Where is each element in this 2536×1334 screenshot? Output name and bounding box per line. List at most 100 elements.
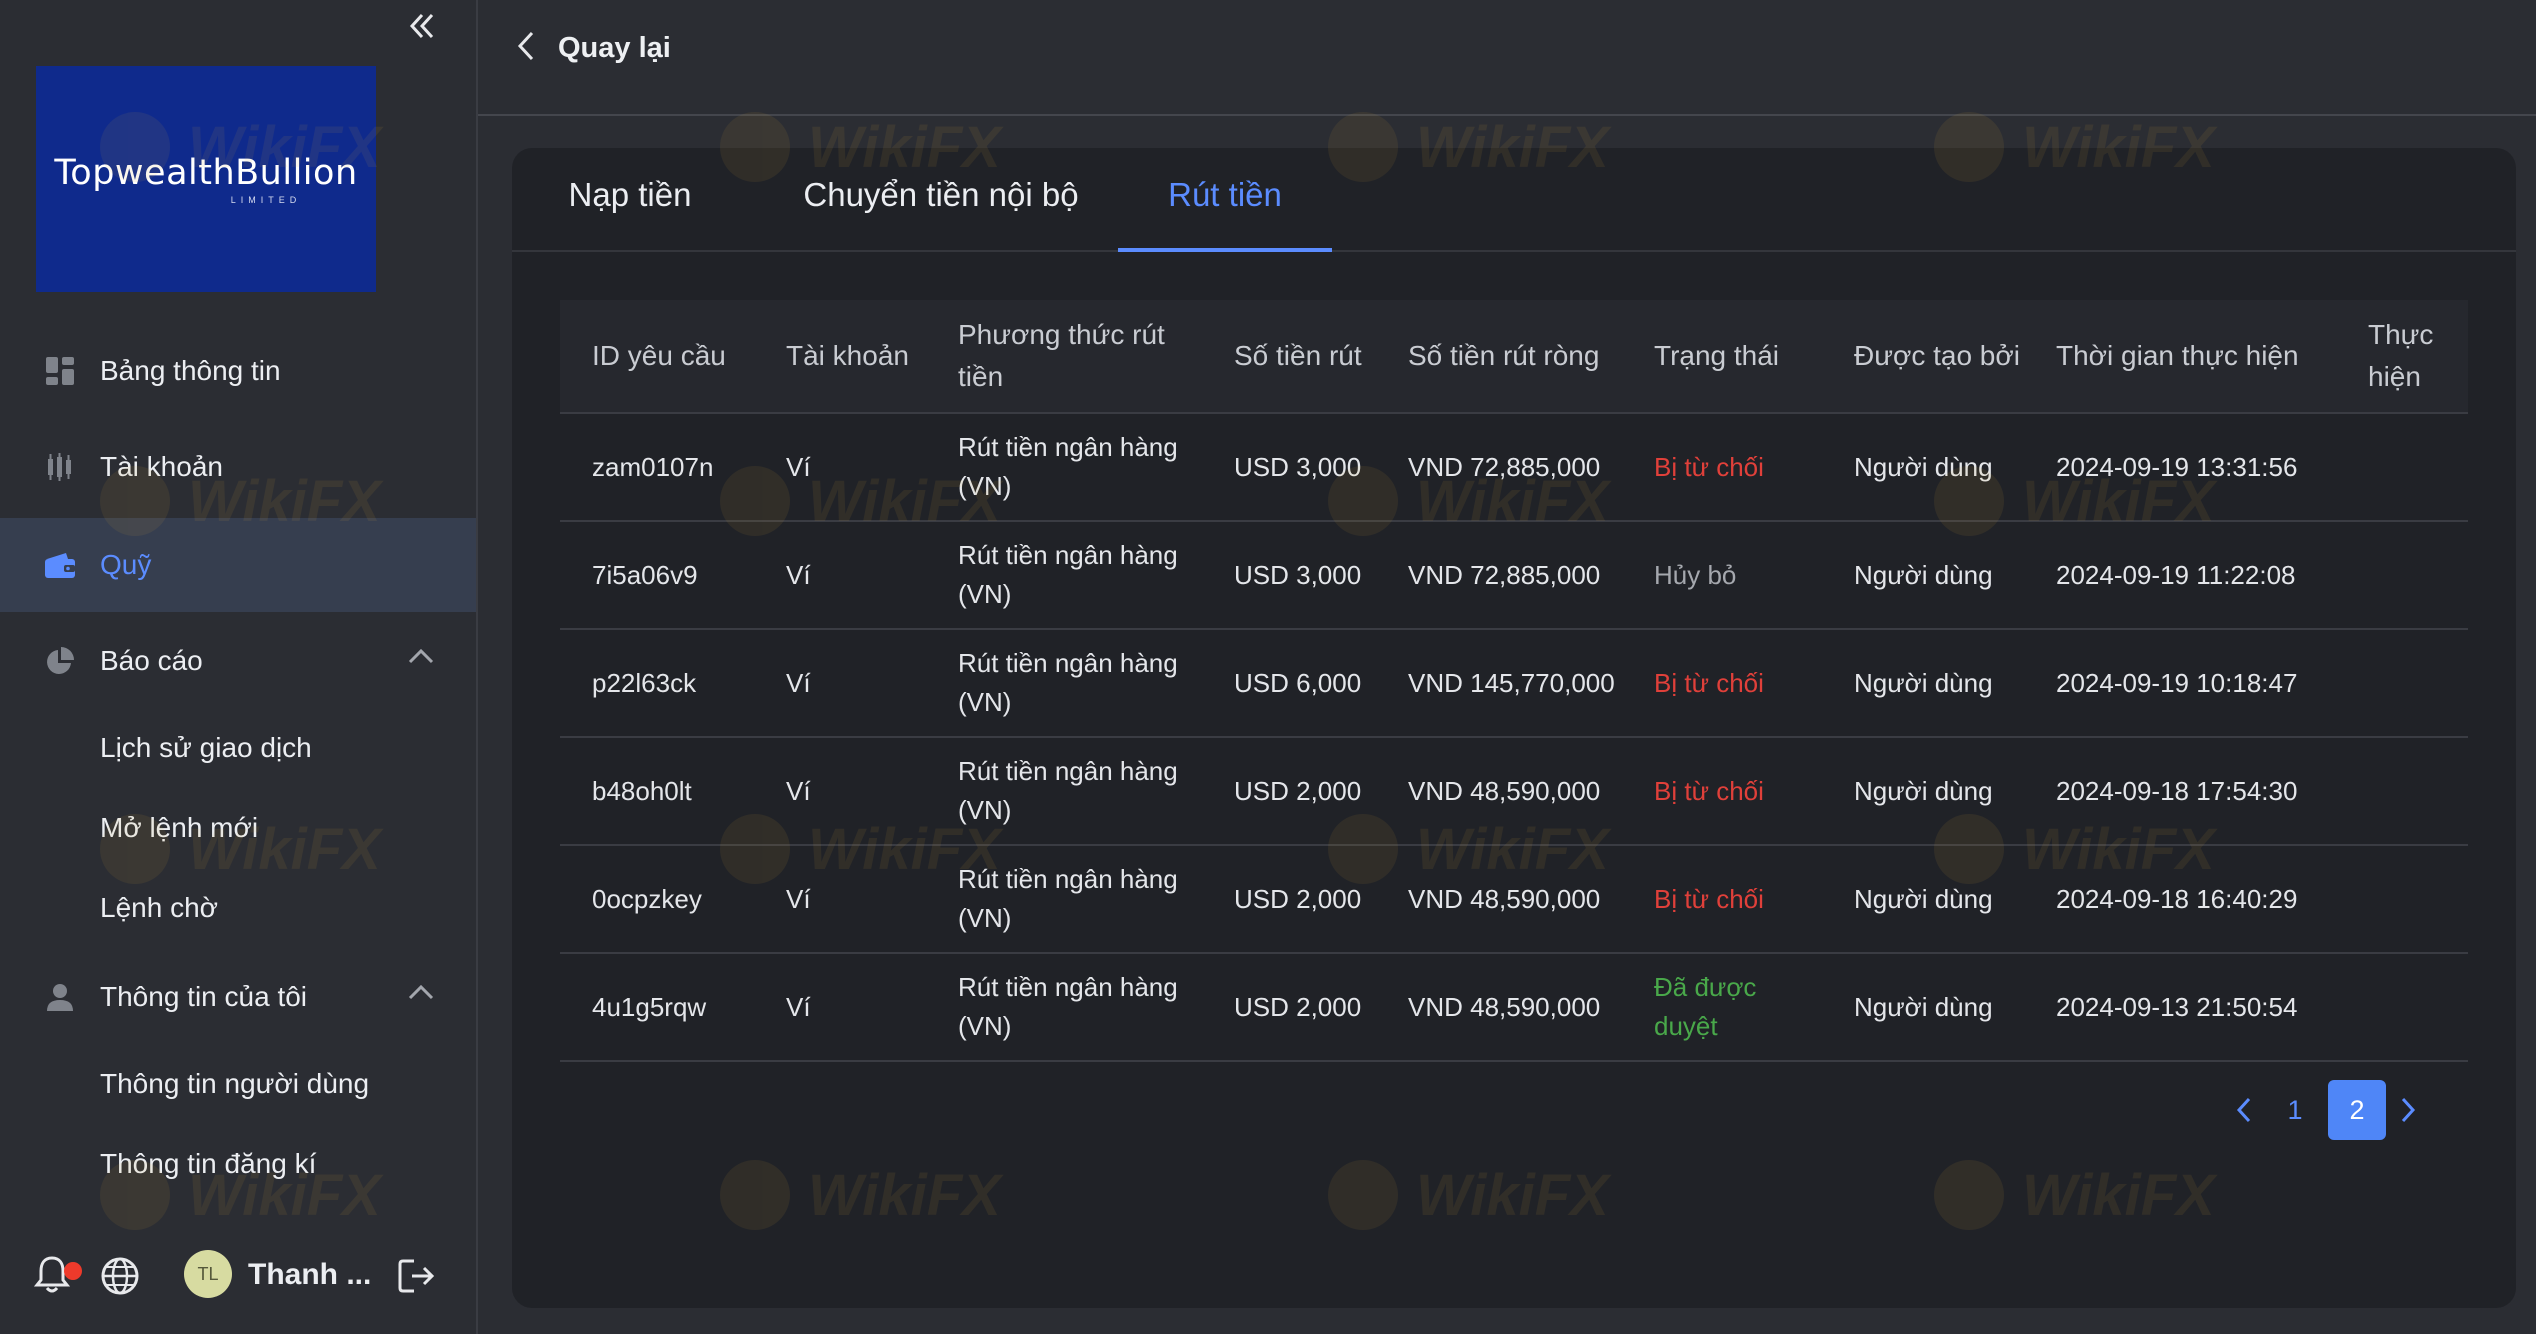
method-cell: Rút tiền ngân hàng (VN) xyxy=(926,413,1202,522)
created-by-cell: Người dùng xyxy=(1822,737,2024,846)
request-id-cell: 4u1g5rqw xyxy=(560,953,754,1062)
tab-bar: Nạp tiền Chuyển tiền nội bộ Rút tiền xyxy=(512,148,2516,252)
candlestick-icon xyxy=(44,451,76,483)
table-row[interactable]: zam0107n Ví Rút tiền ngân hàng (VN) USD 3,0… xyxy=(560,413,2468,522)
amount-cell: USD 3,000 xyxy=(1202,521,1376,630)
table-body: zam0107n Ví Rút tiền ngân hàng (VN) USD 3,0… xyxy=(560,413,2468,1062)
logo-text: TopwealthBullion xyxy=(54,153,358,193)
request-id-cell: b48oh0lt xyxy=(560,737,754,846)
tab-deposit[interactable]: Nạp tiền xyxy=(568,176,692,213)
request-id-cell: p22l63ck xyxy=(560,629,754,738)
sidebar-item-label: Bảng thông tin xyxy=(100,355,281,386)
sidebar-item-label: Thông tin của tôi xyxy=(100,981,308,1012)
pagination: 1 2 xyxy=(2224,1080,2428,1140)
sidebar-subitem-pending[interactable]: Lệnh chờ xyxy=(100,892,219,923)
sidebar-subitem-reg-info[interactable]: Thông tin đăng kí xyxy=(100,1148,317,1179)
sidebar-subitem-user-info[interactable]: Thông tin người dùng xyxy=(100,1068,370,1099)
avatar[interactable]: TL xyxy=(184,1250,232,1298)
sidebar-item-my-info[interactable]: Thông tin của tôi xyxy=(0,950,476,1044)
table-row[interactable]: p22l63ck Ví Rút tiền ngân hàng (VN) USD 6,0… xyxy=(560,629,2468,738)
action-cell xyxy=(2336,737,2468,846)
time-cell: 2024-09-19 11:22:08 xyxy=(2024,521,2336,630)
tab-internal-transfer[interactable]: Chuyển tiền nội bộ xyxy=(803,176,1079,213)
action-cell xyxy=(2336,953,2468,1062)
logo-subtext: LIMITED xyxy=(230,195,302,205)
time-cell: 2024-09-19 10:18:47 xyxy=(2024,629,2336,738)
net-amount-cell: VND 48,590,000 xyxy=(1376,845,1622,954)
column-header: Tài khoản xyxy=(754,300,926,414)
time-cell: 2024-09-18 16:40:29 xyxy=(2024,845,2336,954)
net-amount-cell: VND 145,770,000 xyxy=(1376,629,1622,738)
method-cell: Rút tiền ngân hàng (VN) xyxy=(926,953,1202,1062)
account-cell: Ví xyxy=(754,737,926,846)
sidebar-item-dashboard[interactable]: Bảng thông tin xyxy=(0,324,476,418)
table-row[interactable]: b48oh0lt Ví Rút tiền ngân hàng (VN) USD 2,0… xyxy=(560,737,2468,846)
user-name[interactable]: Thanh ... xyxy=(248,1258,372,1291)
sidebar-item-funds[interactable]: Quỹ xyxy=(0,518,476,612)
request-id-cell: 7i5a06v9 xyxy=(560,521,754,630)
method-cell: Rút tiền ngân hàng (VN) xyxy=(926,737,1202,846)
status-cell: Bị từ chối xyxy=(1622,845,1822,954)
action-cell xyxy=(2336,521,2468,630)
column-header: Trạng thái xyxy=(1622,300,1822,414)
status-cell: Bị từ chối xyxy=(1622,737,1822,846)
created-by-cell: Người dùng xyxy=(1822,845,2024,954)
user-icon xyxy=(44,981,76,1013)
wallet-icon xyxy=(44,549,76,581)
status-cell: Hủy bỏ xyxy=(1622,521,1822,630)
sidebar-item-label: Tài khoản xyxy=(100,451,223,482)
method-cell: Rút tiền ngân hàng (VN) xyxy=(926,845,1202,954)
action-cell xyxy=(2336,845,2468,954)
amount-cell: USD 2,000 xyxy=(1202,953,1376,1062)
method-cell: Rút tiền ngân hàng (VN) xyxy=(926,521,1202,630)
brand-logo: TopwealthBullion LIMITED xyxy=(36,66,376,292)
back-button[interactable]: Quay lại xyxy=(516,28,671,68)
column-header: Được tạo bởi xyxy=(1822,300,2024,414)
sidebar-subitem-history[interactable]: Lịch sử giao dịch xyxy=(100,732,312,763)
logout-icon[interactable] xyxy=(396,1256,436,1296)
status-cell: Bị từ chối xyxy=(1622,413,1822,522)
account-cell: Ví xyxy=(754,413,926,522)
double-chevron-left-icon[interactable] xyxy=(402,6,442,46)
sidebar-subitem-new-order[interactable]: Mở lệnh mới xyxy=(100,812,259,843)
column-header: Phương thức rút tiền xyxy=(926,300,1202,414)
bell-icon[interactable] xyxy=(33,1254,82,1296)
tab-withdrawal[interactable]: Rút tiền xyxy=(1118,176,1332,252)
column-header: Thời gian thực hiện xyxy=(2024,300,2336,414)
page-button-current[interactable]: 2 xyxy=(2328,1080,2386,1140)
table-row[interactable]: 7i5a06v9 Ví Rút tiền ngân hàng (VN) USD 3,0… xyxy=(560,521,2468,630)
column-header: Số tiền rút xyxy=(1202,300,1376,414)
time-cell: 2024-09-13 21:50:54 xyxy=(2024,953,2336,1062)
table-row[interactable]: 4u1g5rqw Ví Rút tiền ngân hàng (VN) USD 2,0… xyxy=(560,953,2468,1062)
pie-chart-icon xyxy=(44,645,76,677)
account-cell: Ví xyxy=(754,629,926,738)
prev-page-icon[interactable] xyxy=(2224,1080,2264,1140)
status-cell: Đã được duyệt xyxy=(1622,953,1822,1062)
table-row[interactable]: 0ocpzkey Ví Rút tiền ngân hàng (VN) USD 2,0… xyxy=(560,845,2468,954)
notification-dot xyxy=(64,1262,82,1280)
chevron-up-icon xyxy=(408,984,434,1005)
globe-icon[interactable] xyxy=(100,1256,140,1296)
withdrawal-card: Nạp tiền Chuyển tiền nội bộ Rút tiền ID … xyxy=(512,148,2516,1308)
page-button[interactable]: 1 xyxy=(2287,1094,2303,1125)
request-id-cell: 0ocpzkey xyxy=(560,845,754,954)
created-by-cell: Người dùng xyxy=(1822,629,2024,738)
sidebar-item-reports[interactable]: Báo cáo xyxy=(0,614,476,708)
net-amount-cell: VND 48,590,000 xyxy=(1376,953,1622,1062)
chevron-left-icon xyxy=(516,30,536,67)
withdrawal-table: ID yêu cầu Tài khoản Phương thức rút tiề… xyxy=(560,300,2468,1062)
grid-icon xyxy=(44,355,76,387)
sidebar-item-account[interactable]: Tài khoản xyxy=(0,420,476,514)
net-amount-cell: VND 48,590,000 xyxy=(1376,737,1622,846)
account-cell: Ví xyxy=(754,521,926,630)
net-amount-cell: VND 72,885,000 xyxy=(1376,521,1622,630)
next-page-icon[interactable] xyxy=(2388,1080,2428,1140)
sidebar-footer: TL Thanh ... xyxy=(0,1236,476,1316)
sidebar-item-label: Quỹ xyxy=(100,549,152,580)
top-header: Quay lại xyxy=(478,0,2536,116)
column-header: Thực hiện xyxy=(2336,300,2468,414)
account-cell: Ví xyxy=(754,953,926,1062)
amount-cell: USD 2,000 xyxy=(1202,845,1376,954)
sidebar-item-label: Báo cáo xyxy=(100,645,203,676)
